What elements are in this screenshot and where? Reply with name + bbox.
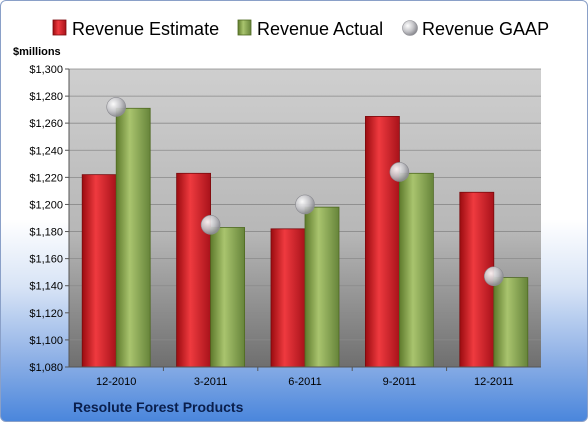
legend-swatch-estimate [52,19,67,36]
actual-bar [493,277,529,368]
y-tick-label: $1,180 [29,227,63,239]
chart-title: Resolute Forest Products [73,399,244,415]
gaap-point [295,194,315,215]
legend-label-estimate: Revenue Estimate [72,19,219,39]
gaap-points [106,97,504,287]
x-tick-label: 3-2011 [194,376,227,388]
gaap-point [106,97,126,117]
y-tick-label: $1,220 [29,172,63,184]
x-axis-ticks: 12-2010 3-2011 6-2011 9-2011 12-2011 [96,367,514,388]
y-axis-ticks: $1,080 $1,100 $1,120 $1,140 $1,160 $1,180 $1,2… [29,64,69,374]
y-tick-label: $1,240 [29,145,63,157]
legend-label-gaap: Revenue GAAP [422,19,549,39]
legend: Revenue Estimate Revenue Actual Revenue … [52,19,549,39]
y-tick-label: $1,140 [29,281,63,293]
estimate-bar [364,116,400,368]
x-tick-label: 6-2011 [288,376,321,388]
actual-bar [210,227,246,368]
legend-marker-gaap [402,20,418,36]
y-tick-label: $1,300 [29,64,63,76]
gaap-point [483,266,504,287]
y-tick-label: $1,200 [29,199,63,211]
estimate-bar [176,172,212,368]
legend-swatch-actual [237,19,252,36]
y-tick-label: $1,080 [29,362,63,374]
gaap-point [200,214,221,235]
y-tick-label: $1,260 [29,118,63,130]
estimate-bar [81,174,117,368]
gaap-point [389,162,410,182]
x-tick-label: 9-2011 [383,376,416,388]
y-tick-label: $1,280 [29,91,63,103]
actual-bar [115,107,151,368]
x-tick-label: 12-2010 [96,376,136,388]
y-tick-label: $1,160 [29,254,63,266]
y-axis-unit-label: $millions [13,46,61,58]
y-tick-label: $1,100 [29,335,63,347]
estimate-bar [270,228,306,368]
x-tick-label: 12-2011 [474,376,514,388]
legend-label-actual: Revenue Actual [257,19,383,39]
actual-bar [304,206,340,368]
actual-bar [398,172,434,368]
y-tick-label: $1,120 [29,308,63,320]
